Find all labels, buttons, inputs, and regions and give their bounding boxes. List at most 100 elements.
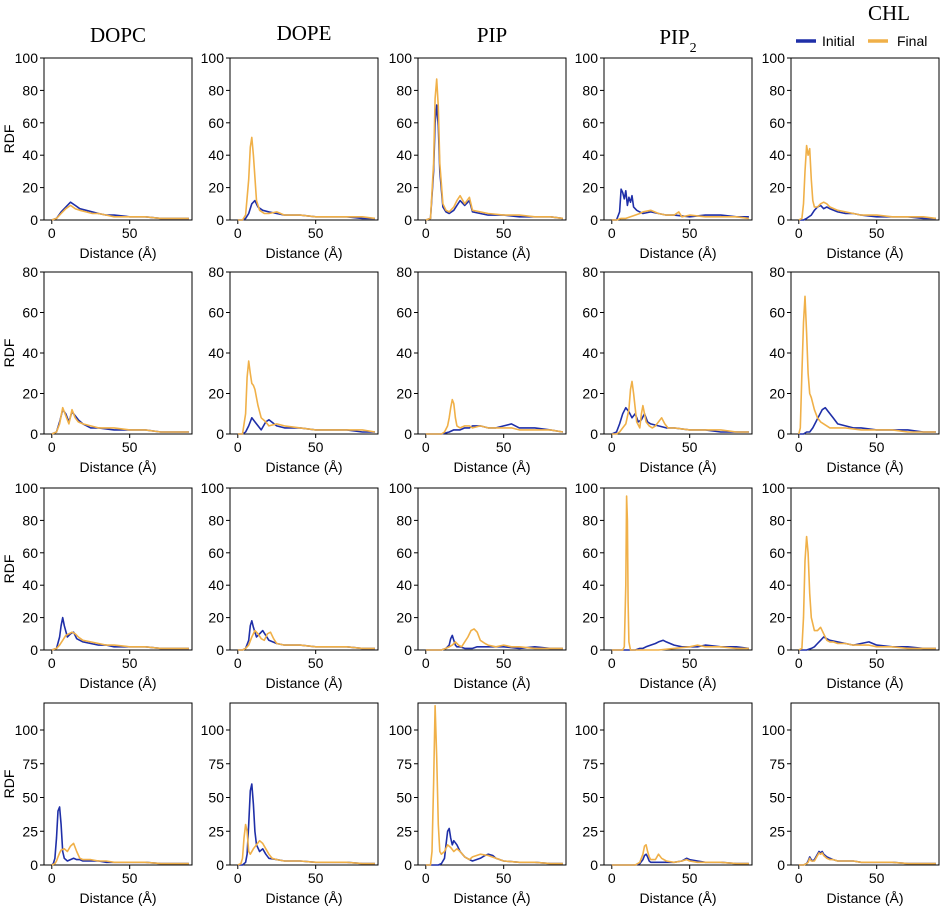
y-tick-label: 20 [22, 386, 38, 402]
x-tick-label: 50 [496, 225, 512, 241]
x-axis-label: Distance (Å) [453, 459, 530, 475]
y-tick-label: 0 [404, 642, 412, 658]
x-axis-label: Distance (Å) [826, 459, 903, 475]
y-tick-label: 0 [30, 426, 38, 442]
y-tick-label: 80 [396, 82, 412, 98]
y-tick-label: 60 [582, 545, 598, 561]
y-tick-label: 40 [582, 577, 598, 593]
axes-frame [790, 271, 940, 435]
y-tick-label: 60 [208, 545, 224, 561]
y-tick-label: 0 [590, 212, 598, 228]
y-tick-label: 60 [22, 115, 38, 131]
y-tick-label: 0 [590, 642, 598, 658]
series-line-final [51, 406, 189, 435]
y-tick-label: 20 [582, 180, 598, 196]
y-tick-label: 80 [396, 264, 412, 280]
y-tick-label: 60 [22, 545, 38, 561]
series-line-initial [611, 406, 749, 435]
y-tick-label: 20 [22, 180, 38, 196]
x-axis-label: Distance (Å) [826, 245, 903, 261]
axes-frame [603, 702, 753, 866]
axes-frame [417, 271, 567, 435]
axes-frame [790, 702, 940, 866]
x-axis-label: Distance (Å) [265, 890, 342, 906]
legend: Initial Final [796, 33, 927, 49]
x-axis-label: Distance (Å) [79, 245, 156, 261]
axes-frame [417, 487, 567, 651]
y-axis-label: RDF [1, 555, 17, 584]
y-tick-label: 20 [22, 610, 38, 626]
series-line-final [237, 360, 376, 435]
series-line-initial [237, 783, 375, 866]
y-axis-label: RDF [1, 339, 17, 368]
x-tick-label: 50 [122, 655, 138, 671]
series-line-final [237, 136, 376, 221]
panel-chl-row2: 0 20 40 60 80 0 50 Distance (Å) [769, 264, 940, 475]
x-tick-label: 0 [795, 870, 803, 886]
y-tick-label: 20 [208, 386, 224, 402]
x-axis-label: Distance (Å) [453, 890, 530, 906]
series-line-final [798, 295, 936, 435]
axes-frame [43, 702, 193, 866]
y-tick-label: 100 [762, 722, 786, 738]
x-tick-label: 50 [308, 225, 324, 241]
x-tick-label: 50 [308, 439, 324, 455]
y-tick-label: 60 [582, 305, 598, 321]
series-line-final [237, 629, 375, 651]
x-tick-label: 0 [234, 225, 242, 241]
panel-dopc-row1: 0 20 40 60 80 100 0 50 Distance (Å) RDF [1, 50, 193, 261]
y-tick-label: 80 [22, 512, 38, 528]
y-tick-label: 0 [404, 426, 412, 442]
y-tick-label: 100 [575, 722, 599, 738]
y-tick-label: 40 [396, 577, 412, 593]
y-tick-label: 40 [208, 577, 224, 593]
axes-frame [603, 57, 753, 221]
axes-frame [43, 271, 193, 435]
y-tick-label: 80 [208, 512, 224, 528]
y-tick-label: 20 [396, 180, 412, 196]
legend-label-initial: Initial [822, 33, 855, 49]
y-tick-label: 80 [582, 512, 598, 528]
series-line-initial [798, 204, 936, 221]
x-tick-label: 0 [48, 225, 56, 241]
series-line-final [611, 495, 749, 651]
series-line-final [798, 535, 936, 651]
x-tick-label: 50 [496, 870, 512, 886]
series-line-final [611, 209, 750, 221]
y-tick-label: 60 [208, 115, 224, 131]
x-tick-label: 50 [869, 439, 885, 455]
x-axis-label: Distance (Å) [453, 245, 530, 261]
y-tick-label: 80 [769, 82, 785, 98]
y-tick-label: 40 [582, 147, 598, 163]
y-tick-label: 40 [582, 345, 598, 361]
y-tick-label: 80 [208, 264, 224, 280]
x-tick-label: 0 [795, 225, 803, 241]
y-tick-label: 20 [769, 180, 785, 196]
x-axis-label: Distance (Å) [79, 890, 156, 906]
series-line-final [425, 628, 563, 651]
x-tick-label: 50 [682, 870, 698, 886]
series-line-initial [51, 806, 189, 866]
axes-frame [43, 487, 193, 651]
y-tick-label: 50 [208, 790, 224, 806]
y-tick-label: 20 [396, 386, 412, 402]
x-tick-label: 0 [48, 870, 56, 886]
y-tick-label: 0 [30, 212, 38, 228]
series-line-final [51, 842, 189, 866]
axes-frame [603, 487, 753, 651]
x-tick-label: 0 [234, 439, 242, 455]
x-tick-label: 0 [608, 870, 616, 886]
axes-frame [790, 57, 940, 221]
series-line-initial [425, 104, 564, 221]
x-tick-label: 50 [496, 439, 512, 455]
y-tick-label: 25 [396, 823, 412, 839]
column-title-dope: DOPE [277, 21, 332, 45]
y-tick-label: 20 [396, 610, 412, 626]
y-tick-label: 60 [769, 305, 785, 321]
y-tick-label: 80 [582, 82, 598, 98]
panel-dopc-row2: 0 20 40 60 80 0 50 Distance (Å) RDF [1, 264, 193, 475]
panel-dope-row2: 0 20 40 60 80 0 50 Distance (Å) [208, 264, 379, 475]
series-line-final [51, 631, 189, 651]
axes-frame [417, 702, 567, 866]
